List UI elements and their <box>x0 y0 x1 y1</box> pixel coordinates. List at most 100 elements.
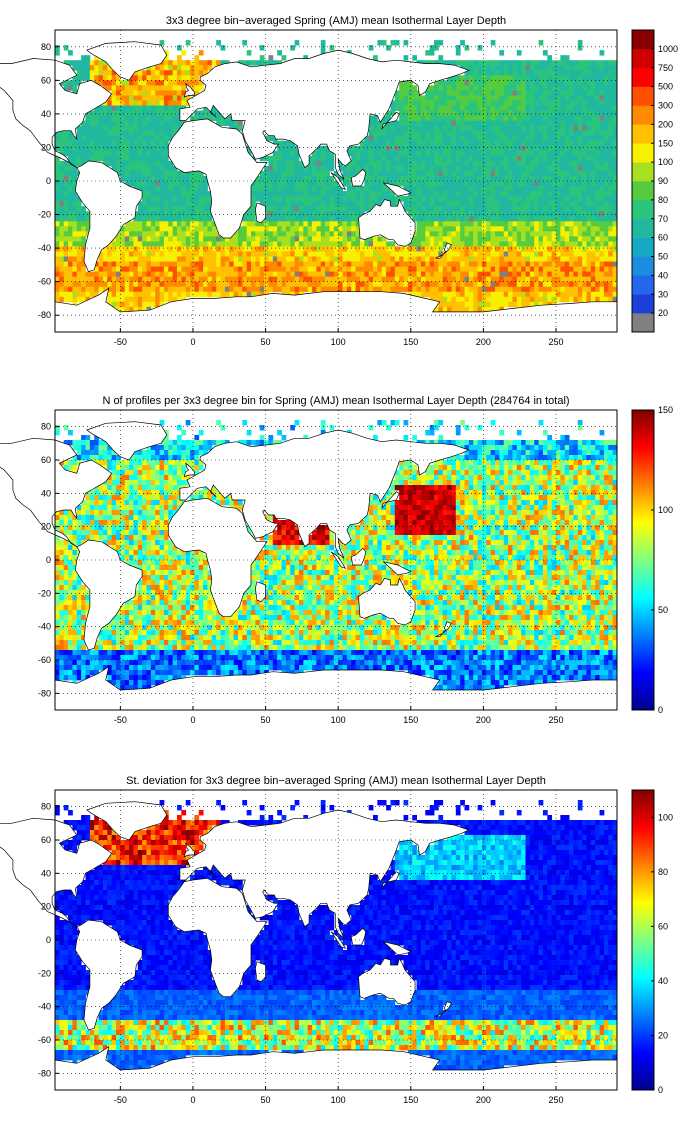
heatmap-cell <box>569 126 574 131</box>
heatmap-cell <box>582 121 587 126</box>
heatmap-cell <box>282 141 287 146</box>
heatmap-cell <box>347 216 352 221</box>
heatmap-cell <box>482 226 487 231</box>
heatmap-cell <box>534 171 539 176</box>
heatmap-cell <box>151 95 156 100</box>
heatmap-cell <box>556 65 561 70</box>
heatmap-cell <box>164 161 169 166</box>
heatmap-cell <box>390 146 395 151</box>
heatmap-cell <box>390 282 395 287</box>
heatmap-cell <box>508 292 513 297</box>
heatmap-cell <box>216 287 221 292</box>
heatmap-cell <box>508 106 513 111</box>
heatmap-cell <box>55 221 60 226</box>
heatmap-cell <box>508 111 513 116</box>
heatmap-cell <box>491 95 496 100</box>
heatmap-cell <box>469 282 474 287</box>
heatmap-cell <box>142 292 147 297</box>
heatmap-cell <box>534 267 539 272</box>
heatmap-cell <box>517 206 522 211</box>
heatmap-cell <box>373 171 378 176</box>
heatmap-cell <box>591 251 596 256</box>
heatmap-cell <box>578 236 583 241</box>
heatmap-cell <box>473 176 478 181</box>
heatmap-cell <box>264 287 269 292</box>
heatmap-cell <box>120 146 125 151</box>
heatmap-cell <box>168 241 173 246</box>
heatmap-cell <box>499 141 504 146</box>
heatmap-cell <box>221 251 226 256</box>
heatmap-cell <box>447 156 452 161</box>
heatmap-cell <box>552 106 557 111</box>
heatmap-cell <box>434 246 439 251</box>
heatmap-cell <box>343 282 348 287</box>
heatmap-cell <box>512 60 517 65</box>
heatmap-cell <box>251 246 256 251</box>
heatmap-cell <box>351 206 356 211</box>
heatmap-cell <box>390 161 395 166</box>
heatmap-cell <box>578 206 583 211</box>
heatmap-cell <box>338 241 343 246</box>
heatmap-cell <box>290 246 295 251</box>
heatmap-cell <box>530 136 535 141</box>
heatmap-cell <box>539 141 544 146</box>
heatmap-cell <box>425 196 430 201</box>
heatmap-cell <box>329 166 334 171</box>
heatmap-cell <box>578 40 583 45</box>
heatmap-cell <box>499 226 504 231</box>
heatmap-cell <box>364 206 369 211</box>
heatmap-cell <box>582 100 587 105</box>
heatmap-cell <box>81 146 86 151</box>
heatmap-cell <box>504 106 509 111</box>
heatmap-cell <box>260 246 265 251</box>
heatmap-cell <box>216 116 221 121</box>
heatmap-cell <box>495 241 500 246</box>
heatmap-cell <box>386 131 391 136</box>
heatmap-cell <box>247 231 252 236</box>
heatmap-cell <box>138 267 143 272</box>
heatmap-cell <box>565 176 570 181</box>
heatmap-cell <box>456 307 461 312</box>
heatmap-cell <box>430 171 435 176</box>
heatmap-cell <box>168 282 173 287</box>
heatmap-cell <box>59 206 64 211</box>
heatmap-cell <box>582 111 587 116</box>
heatmap-cell <box>116 141 121 146</box>
heatmap-cell <box>351 257 356 262</box>
heatmap-cell <box>72 146 77 151</box>
heatmap-cell <box>495 141 500 146</box>
heatmap-cell <box>478 292 483 297</box>
heatmap-cell <box>456 161 461 166</box>
heatmap-cell <box>604 65 609 70</box>
heatmap-cell <box>526 116 531 121</box>
heatmap-cell <box>508 60 513 65</box>
heatmap-cell <box>247 292 252 297</box>
heatmap-cell <box>552 216 557 221</box>
heatmap-cell <box>451 161 456 166</box>
heatmap-cell <box>321 221 326 226</box>
heatmap-cell <box>199 181 204 186</box>
heatmap-cell <box>456 272 461 277</box>
heatmap-cell <box>600 231 605 236</box>
heatmap-cell <box>421 196 426 201</box>
heatmap-cell <box>508 206 513 211</box>
heatmap-cell <box>456 45 461 50</box>
heatmap-cell <box>138 146 143 151</box>
heatmap-cell <box>225 241 230 246</box>
heatmap-cell <box>251 267 256 272</box>
heatmap-cell <box>282 171 287 176</box>
heatmap-cell <box>482 95 487 100</box>
heatmap-cell <box>578 287 583 292</box>
heatmap-cell <box>443 126 448 131</box>
heatmap-cell <box>168 121 173 126</box>
heatmap-cell <box>469 121 474 126</box>
heatmap-cell <box>465 146 470 151</box>
heatmap-cell <box>608 161 613 166</box>
heatmap-cell <box>543 121 548 126</box>
heatmap-cell <box>552 241 557 246</box>
heatmap-cell <box>321 151 326 156</box>
heatmap-cell <box>451 262 456 267</box>
heatmap-cell <box>565 257 570 262</box>
heatmap-cell <box>321 282 326 287</box>
heatmap-cell <box>539 90 544 95</box>
